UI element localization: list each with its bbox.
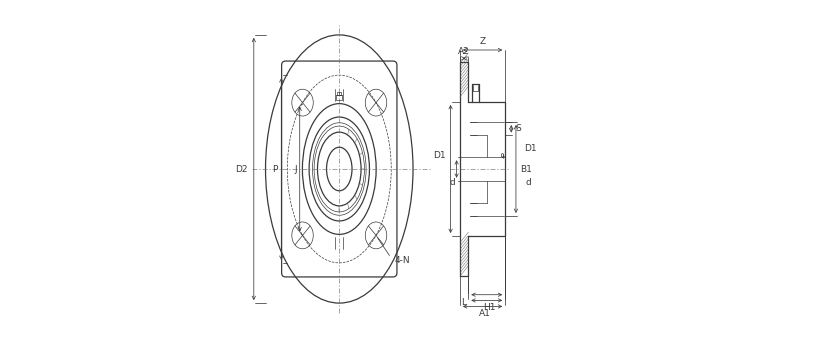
Bar [337,92,341,95]
Text: P: P [273,165,278,173]
Text: D1: D1 [524,144,536,153]
Text: S: S [515,124,521,133]
Text: Z: Z [480,37,486,46]
Text: J: J [295,165,297,173]
Text: A2: A2 [459,47,470,55]
Text: d: d [449,178,455,187]
Text: H1: H1 [483,303,495,312]
Text: L: L [461,297,466,307]
Text: D1: D1 [433,151,446,160]
Text: d: d [526,178,531,187]
Text: D2: D2 [235,165,248,173]
Bar [336,95,342,100]
Text: A1: A1 [479,309,491,318]
Text: B1: B1 [520,165,532,173]
Text: 4-N: 4-N [394,256,410,265]
